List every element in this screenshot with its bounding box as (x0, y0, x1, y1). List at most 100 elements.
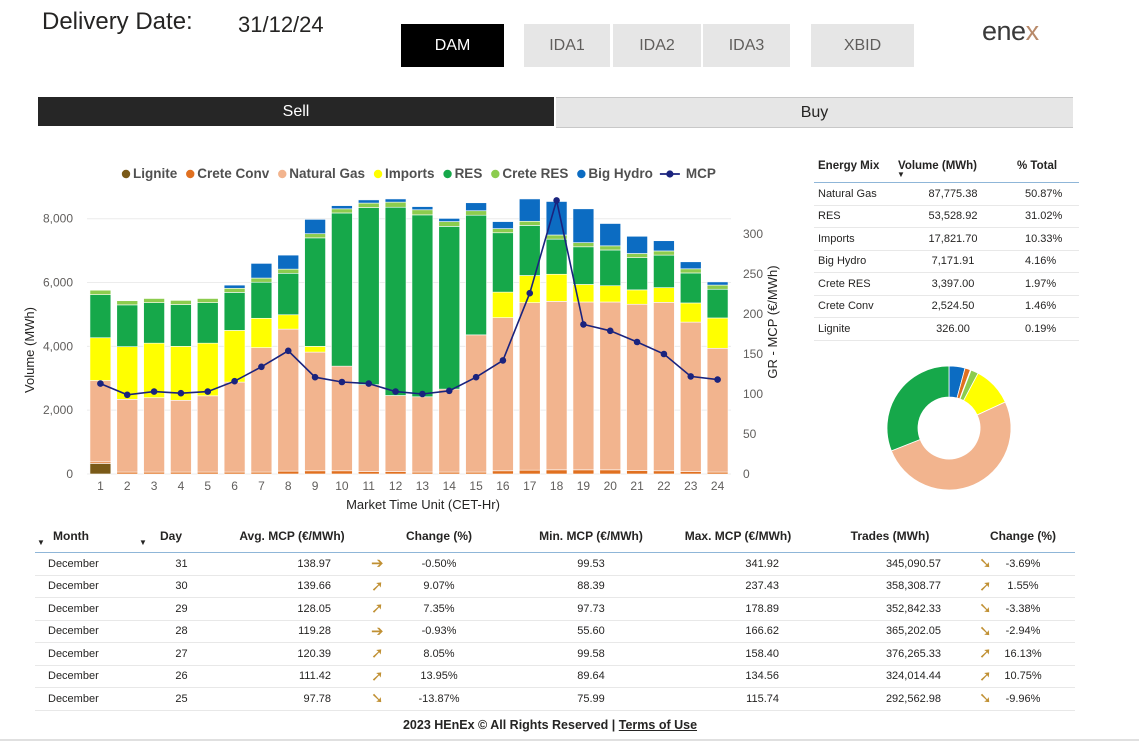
tab-dam[interactable]: DAM (401, 24, 504, 67)
bar-segment[interactable] (492, 221, 514, 229)
bar-segment[interactable] (518, 275, 541, 303)
col-min-mcp[interactable]: Min. MCP (€/MWh) (515, 520, 667, 553)
bar-segment[interactable] (492, 291, 514, 318)
bar-segment[interactable] (545, 301, 568, 471)
bar-segment[interactable] (545, 273, 568, 302)
donut-slice[interactable] (886, 365, 950, 452)
bar-segment[interactable] (196, 302, 219, 344)
bar-segment[interactable] (438, 221, 461, 227)
bar-segment[interactable] (196, 395, 219, 473)
bar-segment[interactable] (599, 469, 622, 475)
mcp-point[interactable] (97, 380, 104, 387)
bar-segment[interactable] (545, 201, 568, 236)
bar-segment[interactable] (89, 337, 112, 381)
bar-segment[interactable] (411, 209, 434, 216)
bar-segment[interactable] (89, 294, 112, 339)
bar-segment[interactable] (626, 235, 648, 254)
mcp-point[interactable] (338, 378, 346, 386)
bar-segment[interactable] (679, 272, 702, 304)
bar-segment[interactable] (545, 238, 568, 275)
bar-segment[interactable] (599, 285, 622, 303)
bar-segment[interactable] (411, 214, 434, 398)
bar-segment[interactable] (518, 469, 541, 475)
mix-header-pct[interactable]: % Total (1009, 150, 1079, 183)
bar-segment[interactable] (223, 284, 246, 289)
mcp-point[interactable] (633, 338, 641, 346)
bar-segment[interactable] (357, 471, 380, 475)
mcp-point[interactable] (123, 391, 131, 399)
bar-segment[interactable] (357, 199, 380, 204)
bar-segment[interactable] (653, 470, 675, 475)
tab-ida3[interactable]: IDA3 (703, 24, 790, 67)
col-trades[interactable]: Trades (MWh) (809, 520, 971, 553)
col-max-mcp[interactable]: Max. MCP (€/MWh) (667, 520, 809, 553)
bar-segment[interactable] (653, 250, 675, 256)
bar-segment[interactable] (357, 202, 380, 208)
bar-segment[interactable] (706, 284, 729, 290)
mcp-point[interactable] (472, 373, 480, 381)
bar-segment[interactable] (679, 261, 702, 270)
bar-segment[interactable] (626, 257, 648, 291)
col-trades-change[interactable]: Change (%) (971, 520, 1075, 553)
tab-ida2[interactable]: IDA2 (613, 24, 701, 67)
bar-segment[interactable] (143, 298, 165, 303)
bar-segment[interactable] (626, 470, 648, 475)
mcp-point[interactable] (660, 350, 668, 358)
bar-segment[interactable] (304, 346, 326, 353)
bar-segment[interactable] (679, 268, 702, 274)
bar-segment[interactable] (518, 220, 541, 226)
bar-segment[interactable] (545, 469, 568, 475)
bar-segment[interactable] (331, 205, 353, 210)
bar-segment[interactable] (223, 292, 246, 331)
mix-header-source[interactable]: Energy Mix (814, 150, 897, 183)
bar-segment[interactable] (170, 399, 192, 473)
bar-segment[interactable] (250, 317, 273, 348)
bar-segment[interactable] (277, 268, 300, 274)
mcp-point[interactable] (553, 197, 560, 204)
bar-segment[interactable] (277, 470, 300, 475)
mcp-point[interactable] (231, 377, 238, 385)
tab-xbid[interactable]: XBID (811, 24, 914, 67)
mix-header-volume[interactable]: Volume (MWh) ▼ (897, 150, 1009, 183)
bar-segment[interactable] (384, 395, 407, 472)
bar-segment[interactable] (250, 263, 273, 279)
bar-segment[interactable] (143, 397, 165, 473)
bar-segment[interactable] (116, 399, 139, 473)
bar-segment[interactable] (572, 469, 595, 475)
bar-segment[interactable] (384, 198, 407, 203)
bar-segment[interactable] (438, 388, 461, 473)
bar-segment[interactable] (679, 471, 702, 475)
bar-segment[interactable] (223, 287, 246, 293)
bar-segment[interactable] (357, 207, 380, 385)
bar-segment[interactable] (250, 277, 273, 283)
bar-segment[interactable] (653, 254, 675, 288)
bar-segment[interactable] (411, 206, 434, 211)
bar-segment[interactable] (492, 232, 514, 293)
bar-segment[interactable] (143, 302, 165, 344)
bar-segment[interactable] (599, 223, 622, 247)
bar-segment[interactable] (465, 210, 487, 216)
bar-segment[interactable] (170, 304, 192, 347)
bar-segment[interactable] (411, 396, 434, 473)
buy-tab[interactable]: Buy (556, 97, 1073, 128)
bar-segment[interactable] (331, 208, 353, 214)
mcp-point[interactable] (365, 380, 373, 387)
mcp-point[interactable] (714, 376, 721, 383)
bar-segment[interactable] (706, 317, 729, 349)
mcp-point[interactable] (177, 389, 185, 397)
bar-segment[interactable] (679, 302, 702, 323)
bar-segment[interactable] (331, 470, 353, 475)
bar-segment[interactable] (277, 254, 300, 270)
bar-segment[interactable] (384, 206, 407, 396)
sell-tab[interactable]: Sell (38, 97, 554, 126)
col-avg-mcp[interactable]: Avg. MCP (€/MWh) (221, 520, 363, 553)
bar-segment[interactable] (518, 198, 541, 222)
bar-segment[interactable] (492, 228, 514, 234)
bar-segment[interactable] (465, 334, 487, 473)
mcp-point[interactable] (150, 388, 158, 395)
bar-segment[interactable] (706, 347, 729, 473)
bar-segment[interactable] (304, 219, 326, 235)
bar-segment[interactable] (277, 272, 300, 316)
bar-segment[interactable] (331, 212, 353, 367)
mcp-point[interactable] (526, 289, 534, 297)
